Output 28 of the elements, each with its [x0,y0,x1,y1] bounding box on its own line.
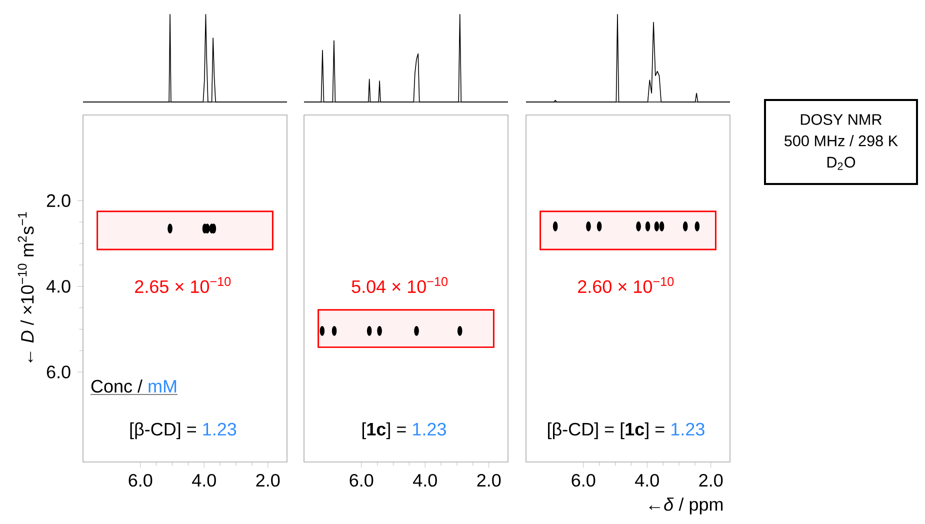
x-tick-label: 2.0 [477,474,501,487]
x-tick-label: 6.0 [572,474,596,487]
text: 500 MHz / 298 K [784,135,898,146]
x-axis-title: ←δ / ppm [649,498,723,514]
annotation: Conc / [91,379,142,393]
y-tick-label: 2.0 [46,194,70,208]
x-tick-label: 6.0 [350,474,374,487]
annotation: 1.23 [672,422,704,436]
annotation: 1.23 [413,422,446,436]
annotation: mM [148,380,176,392]
x-tick-label: 2.0 [699,474,723,487]
x-tick-label: 4.0 [192,474,216,487]
annotation: 2.65 × 10$^{−10}$ [135,277,231,293]
annotation: [β-CD] = [130,422,196,440]
y-tick-label: 4.0 [46,280,70,293]
text: D$_{2}$O [827,156,856,170]
annotation: 5.04 × 10$^{−10}$ [352,277,448,293]
y-tick-label: 6.0 [46,366,70,378]
annotation: [1c] = [362,422,406,440]
x-tick-label: 6.0 [128,474,152,487]
annotation: 1.23 [203,422,236,436]
x-tick-label: 4.0 [635,474,659,487]
x-tick-label: 4.0 [413,474,437,487]
annotation: 2.60 × 10$^{−10}$ [578,277,674,293]
x-tick-label: 2.0 [256,474,280,487]
y-axis-title: ← D / ×10$^{−10}$ m$^{2}$s$^{−1}$ [18,212,34,362]
annotation: [β-CD] = [1c] = [548,422,664,440]
text: DOSY NMR [800,114,882,125]
